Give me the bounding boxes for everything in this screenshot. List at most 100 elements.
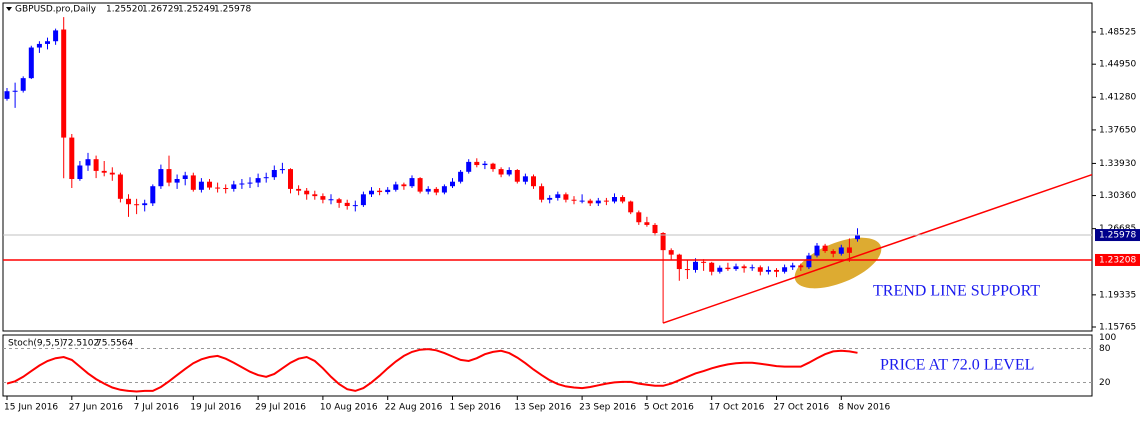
y-tick-label: 1.48525	[1099, 27, 1136, 37]
candle-body	[117, 174, 123, 199]
candle-body	[28, 47, 34, 79]
x-tick-label: 7 Jul 2016	[134, 403, 179, 413]
candle-body	[774, 269, 779, 272]
candle-body	[838, 247, 844, 254]
candle-body	[628, 201, 634, 213]
candle-body	[498, 169, 504, 175]
candle-body	[231, 184, 237, 189]
x-tick-label: 27 Oct 2016	[774, 403, 830, 413]
candle-body	[806, 255, 812, 268]
menu-icon[interactable]	[6, 7, 12, 11]
candle-body	[182, 175, 188, 180]
candle-body	[93, 159, 99, 171]
candle-body	[158, 169, 164, 187]
x-tick-label: 1 Sep 2016	[450, 403, 502, 413]
candle-body	[312, 194, 318, 197]
candle-body	[126, 198, 131, 205]
y-tick-label: 1.37650	[1099, 125, 1136, 135]
candle-body	[822, 245, 828, 252]
open-label: 1.25520	[106, 5, 143, 15]
x-tick-label: 23 Sep 2016	[579, 403, 636, 413]
candle-body	[814, 245, 820, 256]
candle-body	[101, 170, 107, 173]
x-tick-label: 17 Oct 2016	[709, 403, 765, 413]
x-tick-label: 19 Jul 2016	[190, 403, 241, 413]
low-label: 1.25249	[178, 5, 215, 15]
x-tick-label: 29 Jul 2016	[255, 403, 306, 413]
candle-body	[401, 184, 407, 187]
candle-body	[782, 267, 788, 272]
candle-body	[733, 266, 739, 270]
candle-body	[636, 212, 642, 223]
candle-body	[85, 159, 91, 166]
candle-body	[190, 175, 196, 190]
candle-body	[749, 267, 755, 269]
candle-body	[36, 43, 42, 48]
price-label: 1.25978	[1099, 231, 1136, 241]
candle-body	[360, 194, 366, 206]
candle-body	[474, 161, 480, 166]
candle-body	[296, 188, 302, 191]
stoch-main: 72.5102	[62, 339, 99, 349]
annotation: TREND LINE SUPPORT	[873, 283, 1040, 300]
annotation: PRICE AT 72.0 LEVEL	[880, 357, 1034, 374]
candle-body	[482, 163, 488, 166]
main-frame	[2, 2, 1093, 332]
trend-line	[662, 173, 1092, 324]
x-tick-label: 8 Nov 2016	[838, 403, 890, 413]
candle-body	[417, 178, 423, 192]
candle-body	[385, 189, 391, 193]
y-tick-label: 80	[1099, 344, 1111, 354]
y-tick-label: 1.33930	[1099, 159, 1136, 169]
candle-body	[247, 182, 253, 184]
candle-body	[490, 163, 496, 170]
candle-body	[539, 186, 545, 200]
candle-body	[255, 178, 261, 183]
y-tick-label: 1.41280	[1099, 93, 1136, 103]
candle-body	[12, 90, 18, 92]
candle-body	[271, 169, 277, 178]
candle-body	[69, 137, 75, 180]
candle-body	[441, 186, 447, 193]
candle-body	[579, 200, 585, 202]
candle-body	[531, 176, 536, 187]
candle-body	[409, 178, 415, 187]
candle-body	[466, 161, 472, 172]
x-tick-label: 10 Aug 2016	[320, 403, 378, 413]
candle-body	[239, 183, 245, 185]
candle-body	[393, 184, 399, 190]
candle-body	[668, 250, 674, 255]
candle-body	[279, 169, 285, 171]
y-tick-label: 1.19335	[1099, 290, 1136, 300]
candle-body	[150, 186, 156, 204]
candle-body	[328, 199, 334, 201]
candle-body	[20, 78, 26, 91]
candle-body	[377, 190, 383, 193]
candle-body	[433, 188, 439, 193]
candle-body	[684, 269, 690, 271]
candle-body	[61, 29, 67, 138]
candle-body	[134, 204, 140, 206]
candle-body	[288, 169, 293, 189]
candle-body	[45, 41, 50, 44]
stoch-title: Stoch(9,5,5)	[8, 339, 63, 349]
candle-body	[798, 265, 804, 268]
candle-body	[522, 176, 528, 182]
candle-body	[846, 247, 852, 253]
candle-body	[571, 199, 577, 201]
candle-body	[4, 91, 10, 99]
candle-body	[855, 235, 860, 240]
candle-body	[166, 169, 172, 183]
x-tick-label: 22 Aug 2016	[385, 403, 443, 413]
candle-body	[563, 194, 569, 200]
candle-body	[514, 169, 520, 182]
x-tick-label: 5 Oct 2016	[644, 403, 694, 413]
x-tick-label: 13 Sep 2016	[514, 403, 571, 413]
candle-body	[174, 179, 180, 183]
stoch-line	[6, 348, 858, 393]
candle-body	[612, 197, 617, 202]
support-label-bg	[1095, 253, 1140, 266]
x-tick-label: 27 Jun 2016	[69, 403, 123, 413]
candle-body	[717, 267, 723, 272]
